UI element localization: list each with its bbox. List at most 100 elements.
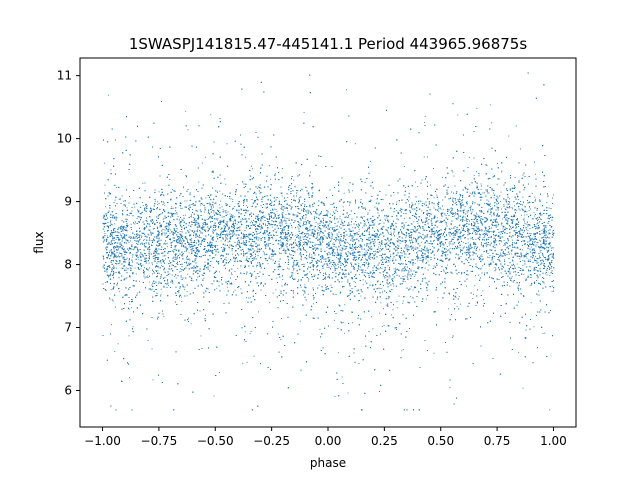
data-point <box>461 227 463 229</box>
data-point <box>245 240 247 242</box>
data-point <box>189 259 191 261</box>
data-point <box>541 229 543 231</box>
data-point <box>506 217 508 218</box>
data-point <box>383 308 384 310</box>
data-point <box>451 337 453 338</box>
data-point <box>141 235 143 237</box>
data-point <box>516 209 518 211</box>
data-point <box>269 302 271 304</box>
data-point <box>130 268 132 270</box>
data-point <box>460 303 461 305</box>
data-point <box>481 229 483 231</box>
data-point <box>202 203 203 205</box>
data-point <box>480 183 482 185</box>
data-point <box>327 226 329 228</box>
data-point <box>166 246 168 248</box>
data-point <box>467 234 469 236</box>
data-point <box>224 178 226 180</box>
data-point <box>220 240 222 242</box>
data-point <box>167 252 169 254</box>
data-point <box>347 242 349 244</box>
data-point <box>370 160 371 162</box>
data-point <box>315 221 317 223</box>
data-point <box>462 198 464 200</box>
data-point <box>402 302 404 304</box>
data-point <box>364 222 366 224</box>
data-point <box>449 247 451 249</box>
data-point <box>282 279 284 280</box>
data-point <box>140 268 142 270</box>
data-point <box>430 234 432 236</box>
data-point <box>548 207 550 209</box>
data-point <box>501 208 502 210</box>
data-point <box>542 229 544 231</box>
data-point <box>402 300 404 302</box>
data-point <box>193 268 195 269</box>
data-point <box>469 192 471 194</box>
data-point <box>487 205 489 206</box>
data-point <box>358 231 360 233</box>
data-point <box>328 236 329 238</box>
data-point <box>167 252 168 254</box>
data-point <box>231 248 233 250</box>
data-point <box>250 220 252 222</box>
data-point <box>208 213 210 215</box>
data-point <box>447 193 449 195</box>
data-point <box>272 210 274 211</box>
data-point <box>270 210 272 211</box>
data-point <box>446 235 447 236</box>
data-point <box>246 361 248 363</box>
data-point <box>178 290 180 292</box>
data-point <box>205 197 207 199</box>
data-point <box>158 283 160 284</box>
data-point <box>329 234 331 236</box>
data-point <box>173 240 174 242</box>
data-point <box>403 213 405 214</box>
data-point <box>203 278 205 280</box>
data-point <box>455 231 457 233</box>
data-point <box>148 257 150 259</box>
data-point <box>122 246 124 248</box>
data-point <box>480 211 482 213</box>
data-point <box>233 264 235 266</box>
data-point <box>234 289 236 291</box>
data-point <box>343 192 345 194</box>
data-point <box>524 240 526 241</box>
data-point <box>281 168 283 169</box>
data-point <box>407 250 409 252</box>
data-point <box>396 238 398 239</box>
data-point <box>454 303 456 304</box>
data-point <box>527 235 529 237</box>
data-point <box>476 107 478 109</box>
data-point <box>170 206 172 208</box>
data-point <box>175 259 177 260</box>
data-point <box>540 212 542 214</box>
data-point <box>131 229 132 230</box>
data-point <box>549 275 551 277</box>
data-point <box>179 287 181 289</box>
data-point <box>188 263 190 265</box>
data-point <box>417 222 419 224</box>
data-point <box>387 231 389 233</box>
data-point <box>196 270 198 271</box>
data-point <box>304 218 306 220</box>
data-point <box>160 262 162 264</box>
data-point <box>497 163 498 164</box>
data-point <box>369 252 371 254</box>
data-point <box>307 262 308 263</box>
data-point <box>181 246 183 247</box>
data-point <box>262 237 264 238</box>
data-point <box>511 276 513 278</box>
data-point <box>460 238 462 240</box>
data-point <box>378 241 380 243</box>
data-point <box>111 234 113 236</box>
data-point <box>251 165 252 167</box>
data-point <box>293 246 295 248</box>
data-point <box>438 204 439 205</box>
data-point <box>544 236 546 238</box>
data-point <box>348 224 350 226</box>
data-point <box>111 324 112 326</box>
data-point <box>530 208 531 210</box>
data-point <box>151 348 153 350</box>
data-point <box>243 244 245 245</box>
